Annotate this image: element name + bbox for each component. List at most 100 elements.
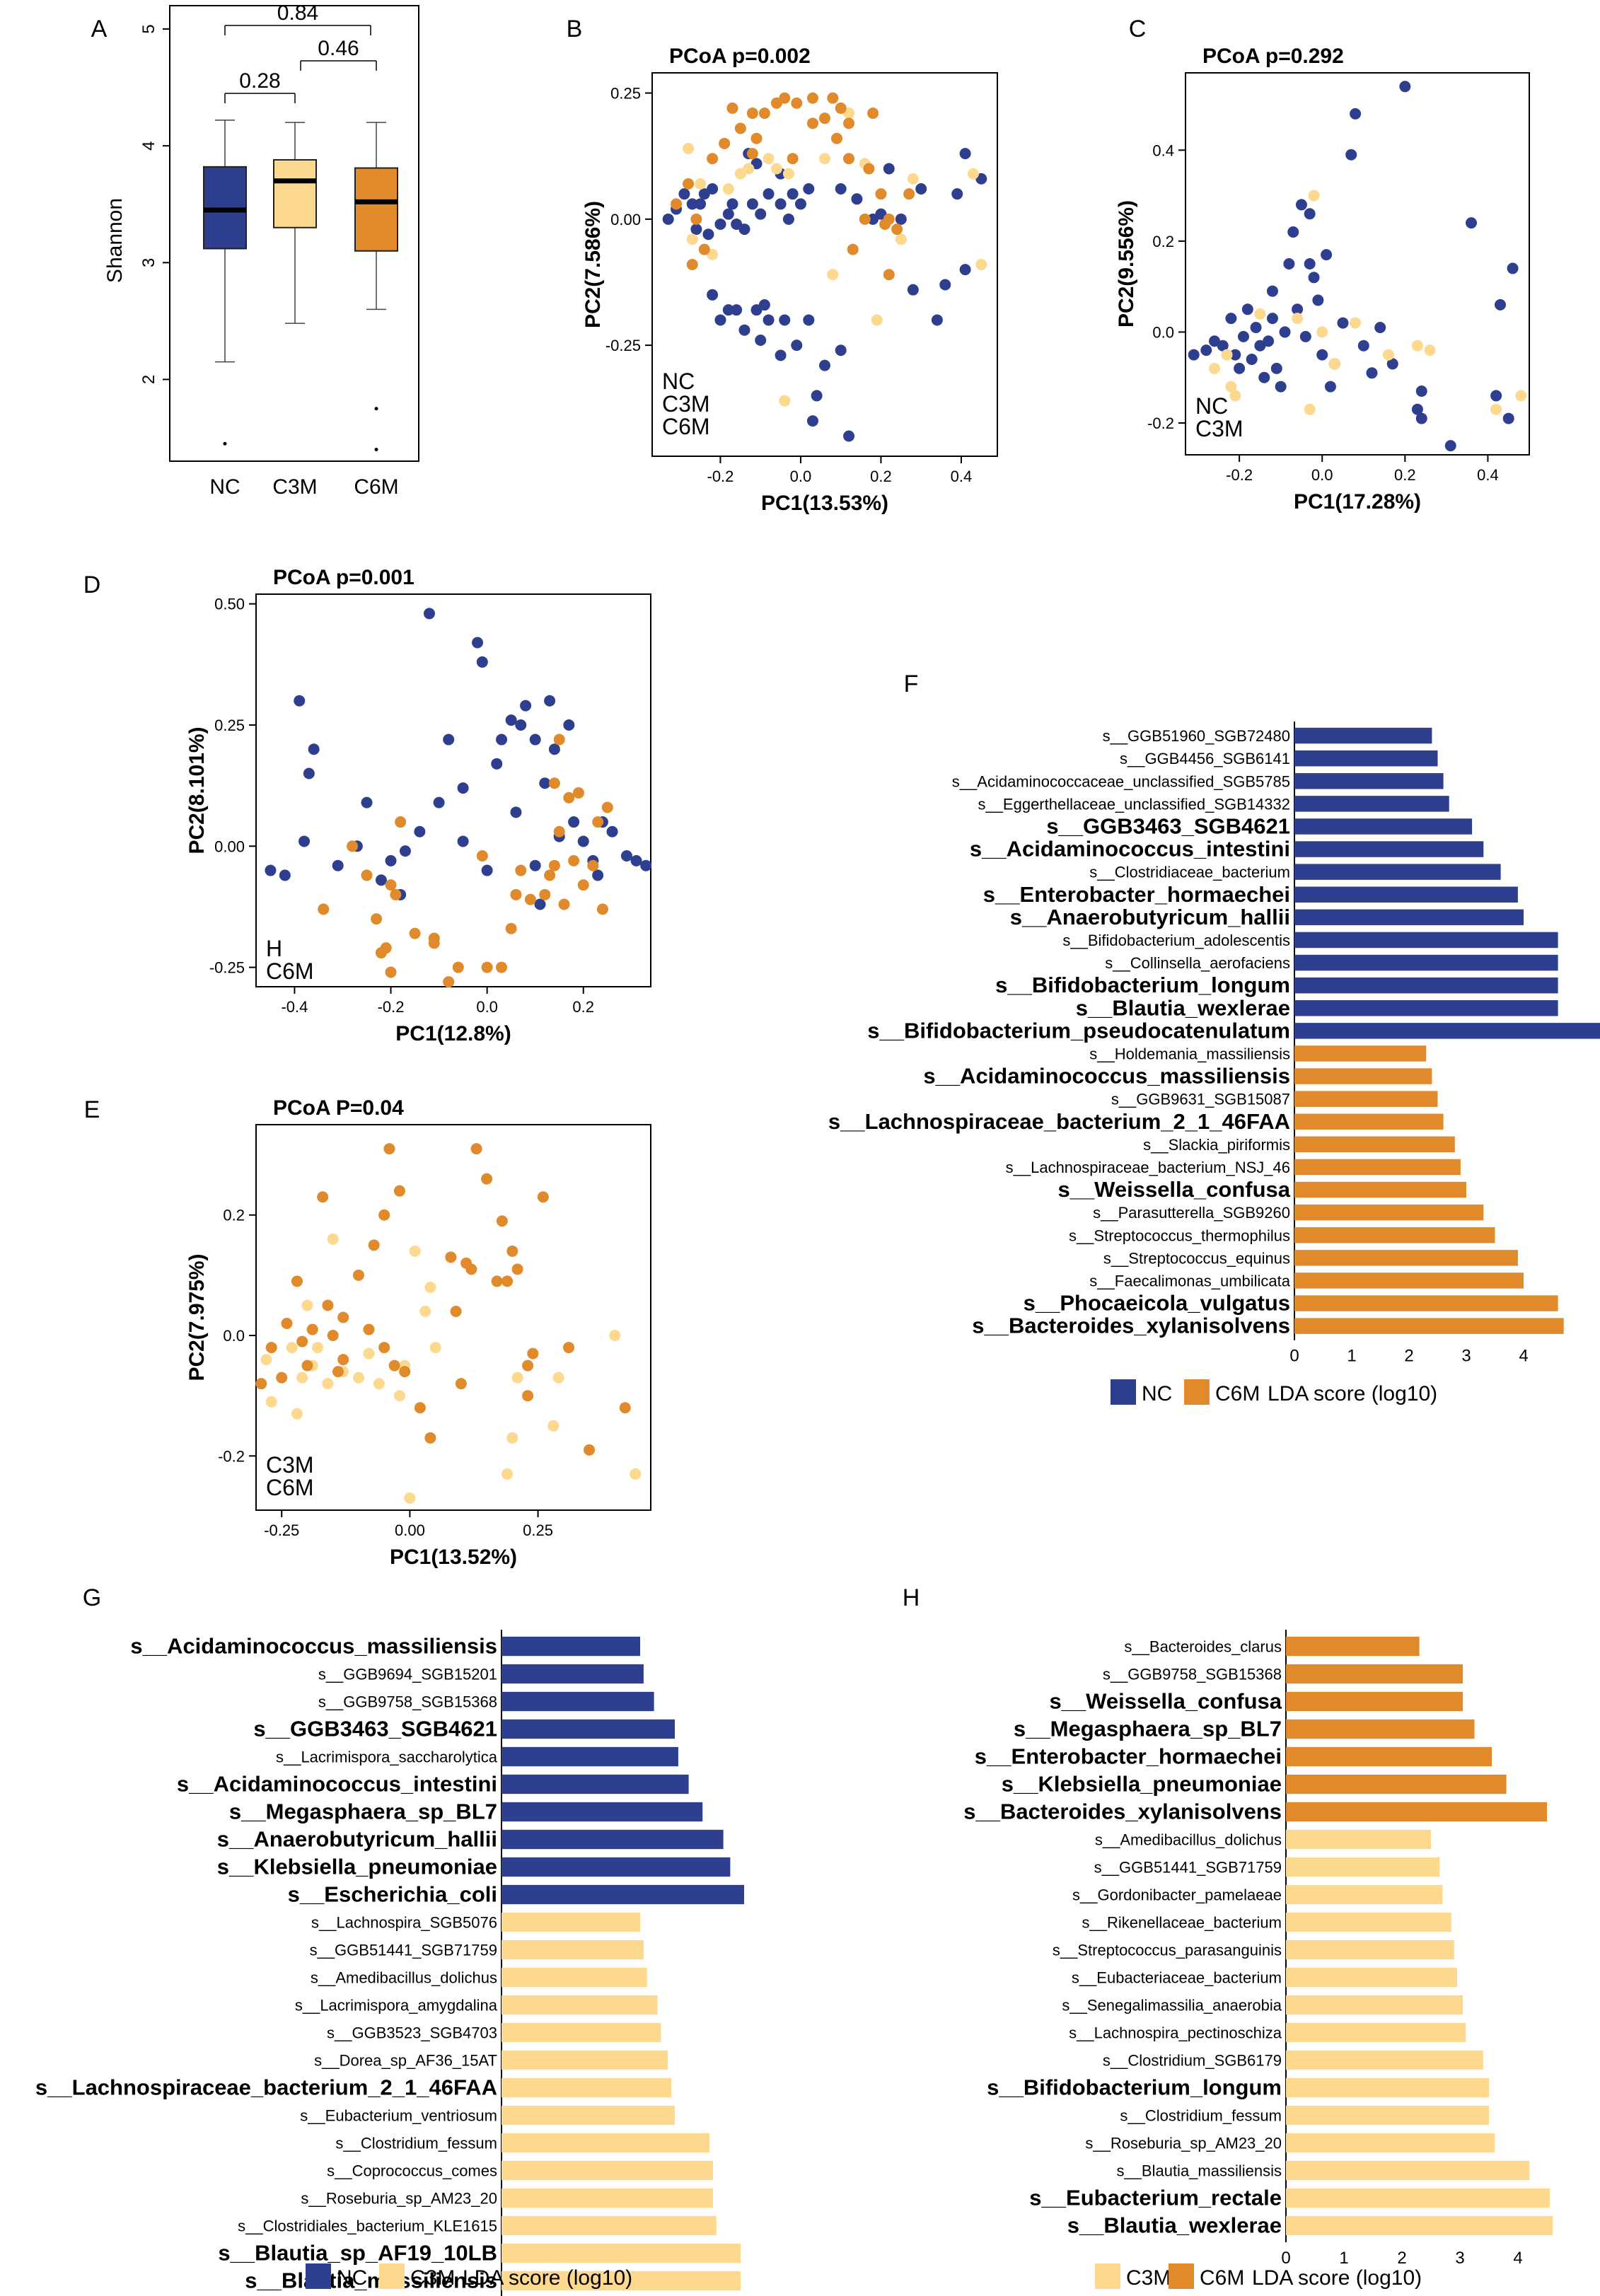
legend-label-nc: NC	[337, 2266, 367, 2290]
lda-bar-nc	[1294, 954, 1558, 971]
legend-swatch-c3m	[379, 2263, 405, 2289]
data-point-c6m	[867, 108, 879, 120]
data-point-c6m	[827, 92, 839, 104]
data-point-nc	[1415, 412, 1427, 424]
feature-label: s__GGB3523_SGB4703	[327, 2024, 497, 2042]
data-point-h	[423, 608, 435, 620]
outlier-point	[374, 447, 378, 451]
data-point-c6m	[537, 1191, 549, 1203]
data-point-nc	[1357, 340, 1369, 352]
data-point-nc	[714, 218, 726, 230]
data-point-nc	[1495, 298, 1507, 311]
data-point-c6m	[383, 1143, 395, 1155]
data-point-nc	[1250, 322, 1262, 333]
feature-label: s__Eubacteriaceae_bacterium	[1072, 1969, 1282, 1987]
data-point-nc	[819, 359, 830, 371]
data-point-c3m	[547, 1420, 560, 1432]
comparison-p-value: 0.46	[318, 37, 359, 60]
data-point-nc	[915, 183, 927, 195]
data-point-c6m	[879, 218, 891, 230]
data-point-c6m	[683, 178, 695, 190]
plot-frame-c	[1185, 72, 1530, 456]
feature-label: s__Parasutterella_SGB9260	[1093, 1204, 1290, 1222]
feature-label: s__Megasphaera_sp_BL7	[229, 1799, 497, 1824]
data-point-h	[414, 825, 426, 837]
data-point-c3m	[552, 1372, 564, 1384]
y-tick-label: 4	[139, 141, 158, 150]
data-point-nc	[835, 344, 847, 356]
lda-bar-c3m	[1286, 1829, 1431, 1850]
data-point-c6m	[428, 937, 440, 949]
data-point-c6m	[445, 1251, 457, 1263]
data-point-nc	[1345, 149, 1357, 161]
data-point-c3m	[630, 1468, 642, 1480]
data-point-c6m	[750, 132, 763, 144]
data-point-c6m	[806, 92, 818, 104]
y-tick-label: 0.25	[214, 717, 245, 734]
panel-label-a: A	[91, 16, 108, 42]
lda-bar-nc	[1294, 909, 1524, 926]
data-point-c3m	[1515, 390, 1527, 402]
box-c3m	[273, 158, 317, 228]
x-tick-label: 1	[1339, 2249, 1348, 2268]
data-point-c6m	[409, 927, 421, 939]
lda-bar-nc	[1294, 864, 1501, 880]
legend-swatch-nc	[306, 2263, 331, 2289]
y-tick-label: 0.0	[223, 1327, 245, 1345]
feature-label: s__Clostridium_fessum	[335, 2135, 497, 2152]
y-tick-label: -0.2	[1147, 414, 1174, 432]
lda-bar-c3m	[1286, 1857, 1440, 1877]
data-point-nc	[1507, 262, 1519, 274]
data-point-nc	[1411, 403, 1423, 415]
data-point-nc	[1188, 349, 1200, 361]
data-point-c6m	[395, 816, 407, 828]
plot-frame	[169, 5, 419, 462]
x-tick-label: C3M	[272, 475, 317, 499]
lda-bar-c3m	[502, 2243, 741, 2263]
lda-bar-c6m	[1294, 1227, 1495, 1243]
data-point-c6m	[515, 864, 527, 876]
data-point-c6m	[385, 966, 397, 978]
data-point-h	[385, 854, 397, 866]
feature-label: s__Bacteroides_clarus	[1124, 1638, 1282, 1656]
data-point-c3m	[373, 1378, 385, 1390]
data-point-h	[433, 796, 445, 808]
data-point-nc	[1287, 226, 1299, 238]
data-point-nc	[758, 299, 770, 311]
data-point-c6m	[505, 922, 517, 934]
lda-bar-nc	[502, 1719, 675, 1739]
data-point-c6m	[726, 102, 738, 114]
data-point-c6m	[399, 1366, 411, 1378]
data-point-c6m	[476, 850, 488, 862]
x-tick-label: 4	[1519, 1347, 1528, 1366]
lda-bar-c6m	[1286, 1636, 1420, 1657]
plot-frame-e	[255, 1124, 651, 1511]
x-tick-label: NC	[209, 475, 240, 499]
feature-label: s__Klebsiella_pneumoniae	[217, 1855, 497, 1879]
data-point-h	[539, 777, 551, 789]
x-tick-label: 0.0	[476, 998, 498, 1016]
data-point-c6m	[596, 903, 608, 915]
data-point-c6m	[332, 1366, 344, 1378]
lda-bar-c6m	[1294, 1113, 1444, 1130]
lda-bar-c3m	[502, 2215, 717, 2236]
lda-bar-c3m	[1286, 2133, 1495, 2153]
data-point-c6m	[863, 163, 875, 175]
lda-bar-nc	[502, 1691, 654, 1712]
lda-bar-nc	[502, 1884, 744, 1905]
data-point-c3m	[286, 1342, 298, 1354]
data-point-h	[534, 898, 546, 910]
x-axis-label: PC1(17.28%)	[1294, 490, 1421, 514]
lda-bar-nc	[1294, 727, 1432, 744]
data-point-c6m	[506, 1245, 518, 1257]
data-point-h	[544, 695, 556, 707]
data-point-h	[361, 796, 373, 808]
feature-label: s__Clostridium_fessum	[1120, 2107, 1282, 2125]
plot-frame-d	[255, 593, 651, 987]
feature-label: s__Roseburia_sp_AM23_20	[301, 2190, 497, 2208]
outlier-point	[374, 407, 378, 411]
data-point-c3m	[907, 173, 919, 185]
legend-swatch-c3m	[1095, 2263, 1120, 2289]
lda-bar-c6m	[1294, 1045, 1427, 1062]
data-point-c3m	[1221, 349, 1233, 361]
